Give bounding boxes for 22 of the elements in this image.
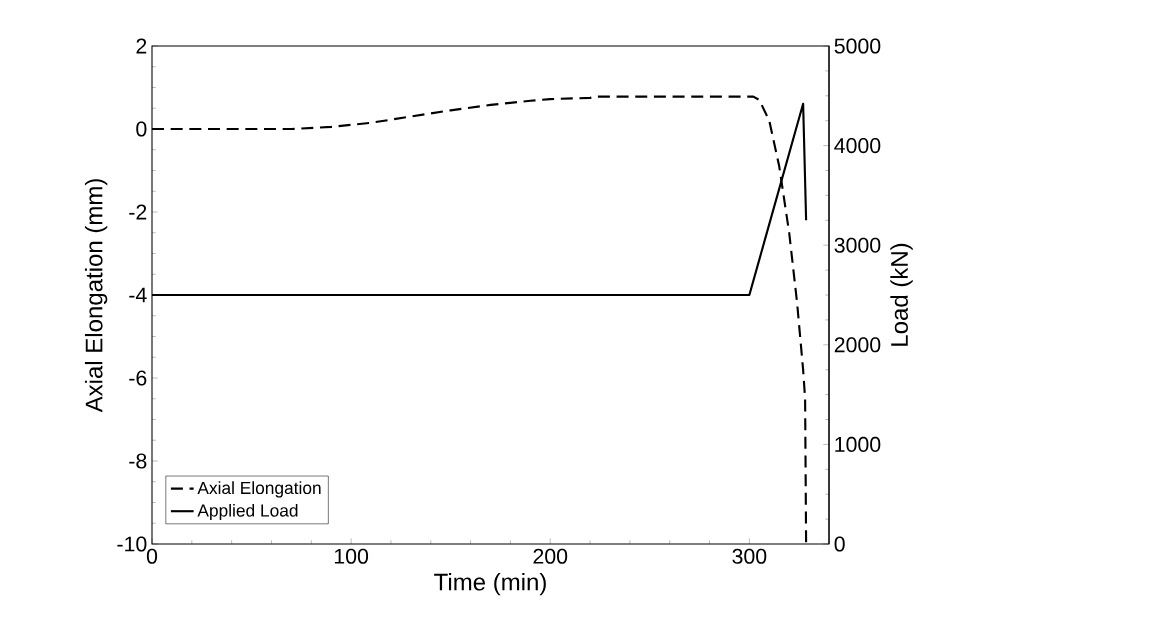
x-tick-label: 100 [334, 548, 369, 564]
y2-tick-label: 3000 [834, 237, 881, 253]
x-axis-title: Time (min) [434, 572, 546, 596]
y-axis-title: Axial Elongation (mm) [84, 179, 108, 413]
y-tick-label: -2 [129, 204, 147, 220]
legend-label: Applied Load [197, 503, 298, 521]
x-tick-label: 300 [732, 548, 767, 564]
y-tick-label: 0 [136, 121, 147, 137]
y-tick-label: -6 [129, 370, 147, 386]
y2-tick-label: 4000 [834, 138, 881, 154]
x-tick-label: 0 [146, 548, 158, 564]
y-tick-label: -4 [129, 287, 147, 303]
x-tick-label: 200 [533, 548, 568, 564]
y2-tick-label: 2000 [834, 337, 881, 353]
y2-axis-title: Load (kN) [890, 243, 913, 346]
y-tick-label: 2 [136, 38, 147, 54]
y-tick-label: -8 [129, 453, 147, 469]
y2-tick-label: 5000 [834, 38, 881, 54]
y-tick-label: -10 [117, 536, 147, 552]
y2-tick-label: 0 [834, 536, 845, 552]
legend-label: Axial Elongation [197, 481, 321, 498]
y2-tick-label: 1000 [835, 436, 881, 452]
